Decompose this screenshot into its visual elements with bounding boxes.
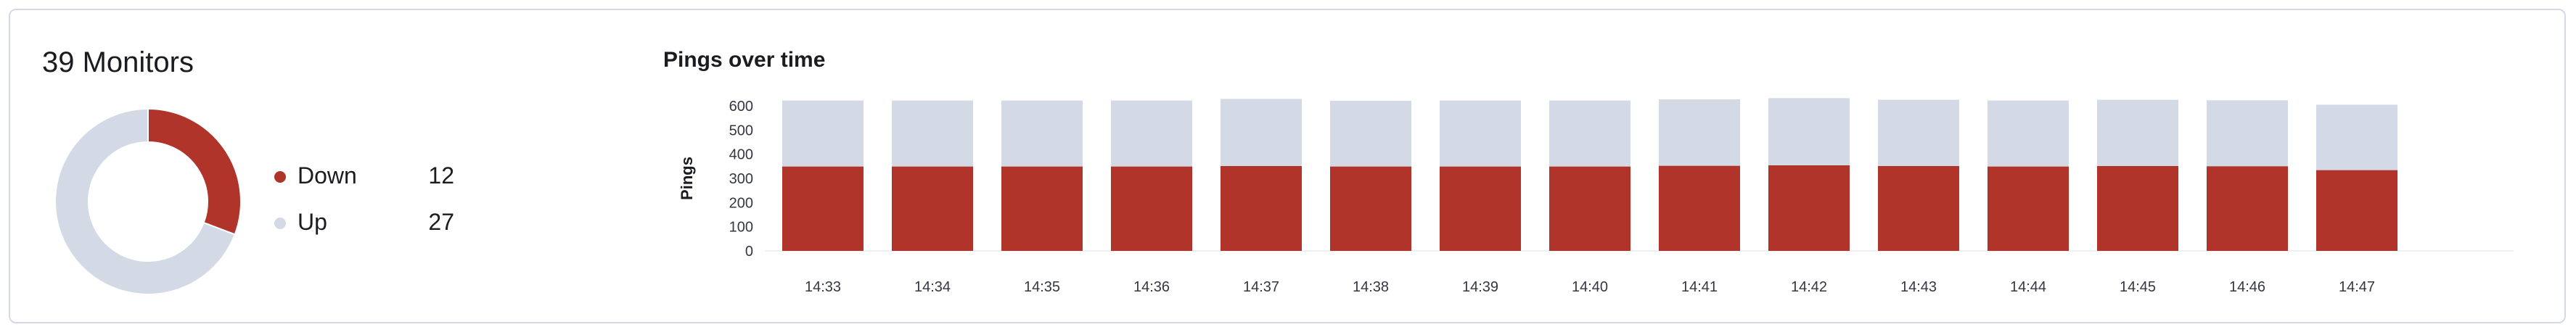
bar-up-14:46[interactable] (2207, 100, 2288, 167)
x-tick-label: 14:34 (914, 279, 951, 295)
bar-up-14:39[interactable] (1440, 100, 1521, 167)
up-dot-icon (274, 218, 286, 229)
bar-down-14:45[interactable] (2097, 166, 2178, 251)
bar-up-14:41[interactable] (1659, 99, 1740, 166)
y-tick-label: 400 (729, 147, 753, 163)
bar-down-14:40[interactable] (1549, 166, 1630, 251)
bar-down-14:43[interactable] (1878, 166, 1959, 251)
y-tick-label: 100 (729, 220, 753, 236)
y-tick-label: 600 (729, 99, 753, 115)
bar-down-14:35[interactable] (1001, 166, 1083, 251)
x-tick-label: 14:44 (2010, 279, 2046, 295)
x-tick-label: 14:33 (805, 279, 841, 295)
bar-down-14:41[interactable] (1659, 165, 1740, 251)
bar-down-14:39[interactable] (1440, 166, 1521, 251)
bar-up-14:38[interactable] (1330, 101, 1411, 167)
bar-down-14:38[interactable] (1330, 166, 1411, 251)
legend-item-down[interactable]: Down 12 (273, 160, 469, 206)
x-tick-label: 14:35 (1024, 279, 1060, 295)
bar-up-14:36[interactable] (1111, 100, 1192, 167)
y-tick-label: 0 (745, 244, 753, 260)
monitor-status-panel: 39 Monitors Down 12 Up 27 Pings over tim… (9, 9, 2566, 323)
monitors-count-title: 39 Monitors (42, 46, 194, 78)
x-tick-label: 14:42 (1791, 279, 1827, 295)
bar-down-14:46[interactable] (2207, 166, 2288, 251)
pings-over-time-chart: 0 100 200 300 400 500 600 Pings 14:33 14:34 14:35 1… (678, 98, 2514, 295)
bar-up-14:43[interactable] (1878, 99, 1959, 166)
x-tick-label: 14:43 (1900, 279, 1937, 295)
donut-slice-up[interactable] (54, 107, 236, 295)
bar-down-14:44[interactable] (1988, 166, 2069, 251)
bar-up-14:44[interactable] (1988, 100, 2069, 167)
x-tick-label: 14:40 (1572, 279, 1608, 295)
bar-up-14:40[interactable] (1549, 100, 1630, 167)
legend-label-up: Up (298, 209, 327, 235)
legend-count-up: 27 (428, 209, 454, 235)
donut-slice-down[interactable] (147, 107, 242, 236)
x-tick-label: 14:39 (1462, 279, 1498, 295)
bar-down-14:34[interactable] (892, 166, 973, 251)
legend-count-down: 12 (428, 162, 454, 189)
x-tick-label: 14:37 (1243, 279, 1279, 295)
y-axis-label: Pings (678, 157, 696, 200)
bar-up-14:45[interactable] (2097, 99, 2178, 166)
monitor-status-donut (54, 107, 242, 295)
down-dot-icon (274, 171, 286, 183)
x-tick-label: 14:41 (1681, 279, 1718, 295)
bar-up-14:37[interactable] (1221, 99, 1302, 166)
donut-legend: Down 12 Up 27 (273, 160, 469, 252)
y-tick-label: 200 (729, 195, 753, 211)
bar-up-14:33[interactable] (782, 100, 864, 167)
bar-up-14:47[interactable] (2316, 104, 2397, 170)
x-tick-label: 14:45 (2120, 279, 2156, 295)
bar-down-14:37[interactable] (1221, 166, 1302, 251)
legend-item-up[interactable]: Up 27 (273, 206, 469, 252)
x-tick-label: 14:47 (2339, 279, 2375, 295)
bar-up-14:42[interactable] (1768, 98, 1850, 165)
pings-chart-title: Pings over time (663, 48, 826, 72)
bar-down-14:36[interactable] (1111, 166, 1192, 251)
x-tick-label: 14:36 (1133, 279, 1170, 295)
legend-label-down: Down (298, 162, 357, 189)
y-tick-label: 500 (729, 123, 753, 138)
bar-up-14:34[interactable] (892, 100, 973, 167)
y-tick-label: 300 (729, 171, 753, 187)
bar-up-14:35[interactable] (1001, 100, 1083, 167)
bar-down-14:42[interactable] (1768, 165, 1850, 251)
x-tick-label: 14:46 (2229, 279, 2265, 295)
bar-down-14:47[interactable] (2316, 170, 2397, 251)
x-tick-label: 14:38 (1353, 279, 1389, 295)
bar-down-14:33[interactable] (782, 166, 864, 251)
